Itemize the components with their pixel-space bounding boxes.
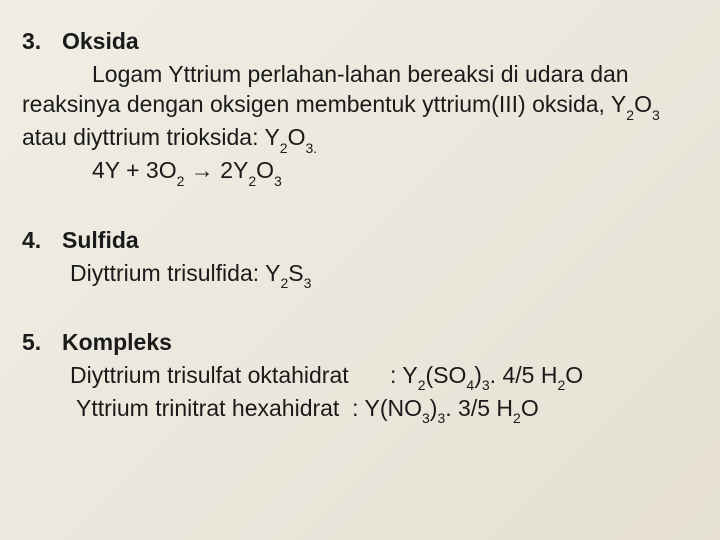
subscript: 2	[280, 275, 288, 291]
line-text: Diyttrium trisulfida: Y	[70, 260, 280, 286]
para-text: atau diyttrium trioksida: Y	[22, 124, 280, 150]
subscript: 2	[248, 173, 256, 189]
equation: 4Y + 3O2 → 2Y2O3	[92, 155, 698, 188]
heading-row: 3. Oksida	[22, 28, 698, 55]
section-number: 4.	[22, 227, 48, 254]
eq-text: O	[256, 157, 274, 183]
compound-name: Yttrium trinitrat hexahidrat	[76, 395, 339, 421]
para-text: Logam Yttrium perlahan-lahan bereaksi di…	[22, 61, 629, 117]
eq-text: → 2Y	[184, 157, 248, 183]
eq-text: 4Y + 3O	[92, 157, 177, 183]
subscript: 2	[626, 107, 634, 123]
section-number: 5.	[22, 329, 48, 356]
subscript: 3	[422, 410, 430, 426]
section-number: 3.	[22, 28, 48, 55]
heading-row: 4. Sulfida	[22, 227, 698, 254]
section-sulfida: 4. Sulfida Diyttrium trisulfida: Y2S3	[22, 227, 698, 291]
section-paragraph: Logam Yttrium perlahan-lahan bereaksi di…	[22, 59, 698, 155]
compound-row: Yttrium trinitrat hexahidrat : Y(NO3)3. …	[76, 393, 698, 426]
subscript: 3	[482, 377, 490, 393]
section-title: Kompleks	[62, 329, 172, 356]
compound-name: Diyttrium trisulfat oktahidrat	[70, 360, 390, 393]
subscript: 3.	[305, 140, 317, 156]
subscript: 3	[274, 173, 282, 189]
compound-row: Diyttrium trisulfat oktahidrat : Y2(SO4)…	[70, 360, 698, 393]
subscript: 2	[418, 377, 426, 393]
subscript: 3	[652, 107, 660, 123]
subscript: 3	[304, 275, 312, 291]
subscript: 2	[513, 410, 521, 426]
f-text: . 3/5 H	[445, 395, 513, 421]
para-text: O	[288, 124, 306, 150]
formula-line: Diyttrium trisulfida: Y2S3	[70, 258, 698, 291]
f-text: O	[565, 362, 583, 388]
f-text: (SO	[426, 362, 467, 388]
f-text: . 4/5 H	[490, 362, 558, 388]
subscript: 4	[466, 377, 474, 393]
para-text: O	[634, 91, 652, 117]
section-kompleks: 5. Kompleks Diyttrium trisulfat oktahidr…	[22, 329, 698, 426]
compound-formula: : Y(NO3)3. 3/5 H2O	[346, 395, 539, 421]
section-oksida: 3. Oksida Logam Yttrium perlahan-lahan b…	[22, 28, 698, 189]
subscript: 2	[177, 173, 185, 189]
subscript: 2	[280, 140, 288, 156]
subscript: 2	[557, 377, 565, 393]
f-text: : Y	[390, 362, 418, 388]
heading-row: 5. Kompleks	[22, 329, 698, 356]
section-title: Sulfida	[62, 227, 139, 254]
f-text: O	[521, 395, 539, 421]
compound-formula: : Y2(SO4)3. 4/5 H2O	[390, 360, 583, 393]
f-text: : Y(NO	[352, 395, 422, 421]
subscript: 3	[437, 410, 445, 426]
f-text: )	[474, 362, 482, 388]
section-title: Oksida	[62, 28, 139, 55]
line-text: S	[288, 260, 303, 286]
